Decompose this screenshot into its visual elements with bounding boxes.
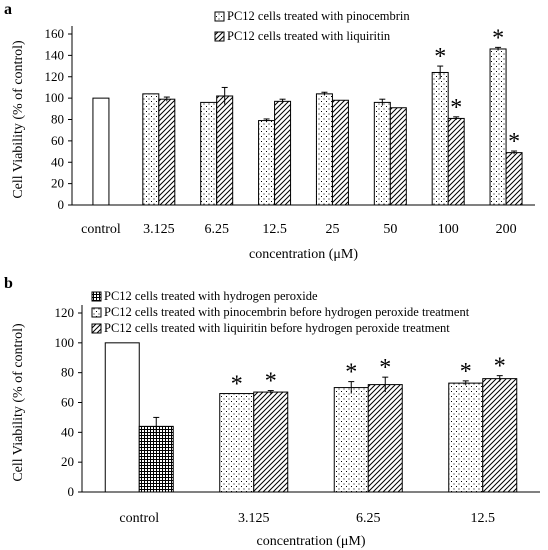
bar-hatch (331, 99, 349, 206)
y-tick-label: 40 (51, 154, 64, 169)
legend-label: PC12 cells treated with pinocembrin (227, 9, 410, 23)
significance-marker: * (492, 25, 504, 51)
x-tick-label: 100 (438, 222, 459, 237)
significance-marker: * (508, 129, 520, 155)
legend-swatch (214, 31, 225, 42)
y-tick-label: 0 (58, 197, 65, 212)
panel-letter: b (4, 275, 13, 292)
bar-dots (333, 387, 369, 493)
bar-hatch (482, 378, 518, 493)
x-tick-label: control (81, 222, 121, 237)
x-tick-label: 200 (496, 222, 517, 237)
x-axis-title: concentration (μM) (257, 534, 366, 549)
legend-swatch (91, 323, 102, 334)
bar-hatch (447, 117, 465, 206)
y-tick-label: 20 (51, 176, 64, 191)
y-tick-label: 80 (51, 112, 64, 127)
bar-dots (489, 48, 507, 206)
x-tick-label: 12.5 (262, 222, 287, 237)
x-tick-label: 6.25 (204, 222, 229, 237)
y-tick-label: 140 (45, 47, 65, 62)
bar-dots (142, 93, 160, 206)
bar-dots (373, 101, 391, 206)
legend-swatch (214, 11, 225, 22)
y-tick-label: 100 (45, 90, 65, 105)
panel-letter: a (4, 1, 12, 18)
bar-dots (219, 393, 255, 493)
y-tick-label: 0 (68, 484, 75, 499)
y-tick-label: 80 (61, 365, 74, 380)
y-tick-label: 120 (45, 69, 65, 84)
y-tick-label: 60 (61, 395, 74, 410)
significance-marker: * (434, 44, 446, 70)
significance-marker: * (345, 360, 357, 386)
legend-label: PC12 cells treated with liquiritin (227, 29, 391, 43)
x-tick-label: 3.125 (143, 222, 175, 237)
significance-marker: * (265, 369, 277, 395)
x-tick-label: control (119, 511, 159, 526)
y-tick-label: 160 (45, 26, 65, 41)
bar-hatch (216, 95, 234, 206)
significance-marker: * (494, 354, 506, 380)
panel-b: b 0 20 40 60 80 100 120 control 3.125 * * 6.25 * * 12.5… (4, 275, 540, 549)
bar-dots (315, 93, 333, 206)
bar-hatch (367, 384, 403, 493)
x-tick-label: 25 (325, 222, 339, 237)
bar-hatch (389, 107, 407, 206)
legend-label: PC12 cells treated with hydrogen peroxid… (104, 289, 318, 303)
bar-plain (104, 342, 140, 493)
bar-hatch (158, 98, 176, 206)
panel-a: a 0 20 40 60 80 100 120 140 160 control 3.125 6.25 12… (4, 1, 535, 262)
x-axis-title: concentration (μM) (249, 247, 358, 262)
y-tick-label: 40 (61, 424, 74, 439)
legend-label: PC12 cells treated with pinocembrin befo… (104, 305, 470, 319)
legend-swatch (91, 307, 102, 318)
bar-hatch (505, 152, 523, 206)
bar-dots (431, 71, 449, 206)
y-tick-label: 100 (55, 335, 75, 350)
bar-plain (92, 97, 110, 206)
significance-marker: * (460, 359, 472, 385)
significance-marker: * (231, 372, 243, 398)
legend-swatch (91, 291, 102, 302)
significance-marker: * (450, 95, 462, 121)
bar-hatch (253, 391, 289, 493)
bar-dots (200, 101, 218, 206)
bar-dots (448, 382, 484, 493)
significance-marker: * (379, 355, 391, 381)
bar-dots (258, 120, 276, 206)
legend-label: PC12 cells treated with liquiritin befor… (104, 321, 450, 335)
x-tick-label: 3.125 (238, 511, 270, 526)
y-axis-title: Cell Viability (% of control) (11, 323, 26, 482)
y-tick-label: 60 (51, 133, 64, 148)
y-axis-title: Cell Viability (% of control) (11, 40, 26, 199)
bar-hatch (274, 100, 292, 206)
x-tick-label: 50 (383, 222, 397, 237)
y-tick-label: 20 (61, 454, 74, 469)
x-tick-label: 12.5 (471, 511, 496, 526)
x-tick-label: 6.25 (356, 511, 381, 526)
y-tick-label: 120 (55, 305, 75, 320)
bar-grid (138, 425, 174, 493)
